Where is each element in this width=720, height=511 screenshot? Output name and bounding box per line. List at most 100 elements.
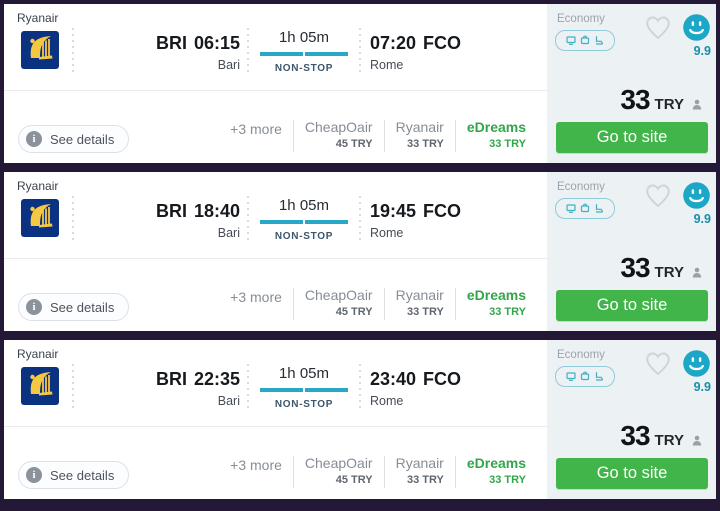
price-panel: Economy 9.9 33 TRY Go to site [547, 172, 716, 331]
more-providers-link[interactable]: +3 more [230, 457, 282, 473]
provider-divider [383, 288, 385, 320]
provider-divider [454, 120, 456, 152]
provider-item[interactable]: CheapOair 45 TRY [294, 456, 384, 487]
go-to-site-button[interactable]: Go to site [556, 290, 708, 321]
duration-column: 1h 05m NON-STOP [251, 197, 357, 242]
providers-list: +3 more CheapOair 45 TRY Ryanair 33 TRY … [219, 456, 537, 488]
arrival-time: 07:20 [370, 33, 417, 53]
providers-list: +3 more CheapOair 45 TRY Ryanair 33 TRY … [219, 120, 537, 152]
arrival-time: 23:40 [370, 369, 417, 389]
see-details-button[interactable]: i See details [18, 125, 130, 153]
dotted-divider [359, 364, 361, 412]
amenities-badge [555, 198, 615, 219]
smiley-score-icon [682, 13, 711, 47]
cabin-class-label: Economy [557, 181, 605, 193]
price-amount: 33 [620, 420, 650, 451]
baggage-icon [580, 200, 590, 218]
provider-item[interactable]: Ryanair 33 TRY [385, 456, 455, 487]
card-divider [4, 426, 547, 427]
price-panel: Economy 9.9 33 TRY Go to site [547, 340, 716, 499]
entertainment-icon [566, 32, 576, 50]
price-amount: 33 [620, 84, 650, 115]
provider-name: eDreams [466, 119, 526, 135]
price: 33 TRY [620, 420, 702, 452]
heart-icon[interactable] [643, 182, 673, 215]
price-currency: TRY [654, 432, 684, 449]
go-to-site-button[interactable]: Go to site [556, 458, 708, 489]
departure-column: BRI 18:40 Bari [104, 201, 240, 240]
heart-icon[interactable] [643, 14, 673, 47]
harp-icon [21, 29, 59, 72]
departure-time: 22:35 [193, 369, 240, 389]
dotted-divider [247, 28, 249, 76]
departure-code: BRI [155, 33, 187, 53]
arrival-code: FCO [423, 369, 462, 389]
provider-name: eDreams [466, 287, 526, 303]
arrival-city: Rome [370, 394, 404, 408]
see-details-label: See details [50, 131, 115, 147]
price-currency: TRY [654, 96, 684, 113]
more-providers-link[interactable]: +3 more [230, 289, 282, 305]
dotted-divider [359, 196, 361, 244]
dotted-divider [72, 364, 74, 412]
provider-divider [292, 120, 294, 152]
card-divider [4, 90, 547, 91]
harp-icon [21, 197, 59, 240]
provider-price: 45 TRY [335, 474, 373, 486]
provider-name: CheapOair [304, 287, 373, 303]
cabin-class-label: Economy [557, 349, 605, 361]
harp-icon [21, 365, 59, 408]
seat-icon [594, 200, 604, 218]
baggage-icon [580, 32, 590, 50]
baggage-icon [580, 368, 590, 386]
provider-item[interactable]: CheapOair 45 TRY [294, 287, 384, 319]
more-providers-link[interactable]: +3 more [230, 121, 282, 137]
provider-item-best[interactable]: eDreams 33 TRY [456, 119, 537, 151]
airline-name: Ryanair [17, 347, 59, 361]
provider-name: eDreams [466, 455, 526, 471]
provider-item-best[interactable]: eDreams 33 TRY [456, 287, 537, 319]
departure-column: BRI 22:35 Bari [104, 369, 240, 408]
dotted-divider [247, 364, 249, 412]
providers-list: +3 more CheapOair 45 TRY Ryanair 33 TRY … [219, 288, 537, 320]
price-panel: Economy 9.9 33 TRY Go to site [547, 4, 716, 163]
flight-result-card: Ryanair BRI 22:35 Bari 1h 05m NON-STOP [4, 340, 716, 499]
arrival-code: FCO [423, 33, 462, 53]
price: 33 TRY [620, 84, 702, 116]
departure-city: Bari [217, 226, 240, 240]
flight-result-card: Ryanair BRI 18:40 Bari 1h 05m NON-STOP [4, 172, 716, 331]
info-icon: i [26, 299, 42, 315]
departure-column: BRI 06:15 Bari [104, 33, 240, 72]
smiley-score-icon [682, 349, 711, 383]
see-details-button[interactable]: i See details [18, 293, 130, 321]
departure-time: 18:40 [193, 201, 240, 221]
person-icon [692, 265, 702, 283]
arrival-column: 19:45 FCO Rome [370, 201, 461, 240]
departure-code: BRI [155, 369, 187, 389]
person-icon [692, 97, 702, 115]
card-divider [4, 258, 547, 259]
flight-result-card: Ryanair BRI 06:15 Bari 1h 05m NON-STOP [4, 4, 716, 163]
amenities-badge [555, 30, 615, 51]
price: 33 TRY [620, 252, 702, 284]
entertainment-icon [566, 368, 576, 386]
duration-column: 1h 05m NON-STOP [251, 29, 357, 74]
amenities-badge [555, 366, 615, 387]
airline-logo [21, 199, 59, 237]
person-icon [692, 433, 702, 451]
dotted-divider [359, 28, 361, 76]
provider-item[interactable]: Ryanair 33 TRY [385, 120, 455, 151]
go-to-site-button[interactable]: Go to site [556, 122, 708, 153]
arrival-column: 07:20 FCO Rome [370, 33, 461, 72]
provider-item[interactable]: Ryanair 33 TRY [385, 288, 455, 319]
stops-label: NON-STOP [274, 63, 334, 74]
provider-price: 33 TRY [406, 138, 444, 150]
provider-item[interactable]: CheapOair 45 TRY [294, 120, 384, 151]
see-details-button[interactable]: i See details [18, 461, 130, 489]
dotted-divider [72, 28, 74, 76]
provider-divider [383, 456, 385, 488]
duration-text: 1h 05m [278, 29, 330, 46]
info-icon: i [26, 131, 42, 147]
heart-icon[interactable] [643, 350, 673, 383]
provider-item-best[interactable]: eDreams 33 TRY [456, 455, 537, 487]
